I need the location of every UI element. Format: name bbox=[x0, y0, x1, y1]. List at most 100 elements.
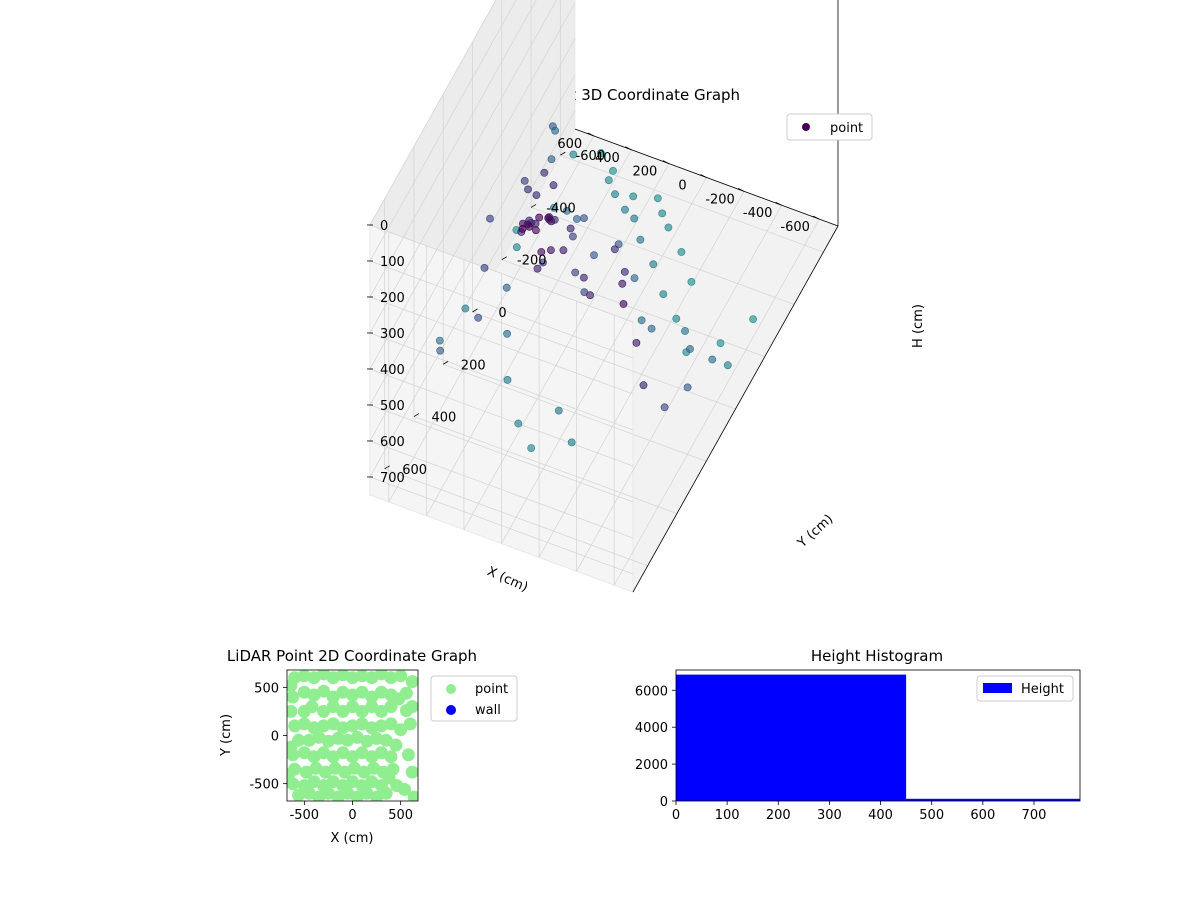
chart-2d-title: LiDAR Point 2D Coordinate Graph bbox=[227, 647, 477, 665]
data-point-2d bbox=[401, 748, 415, 762]
chart-histogram: Height Histogram 0 100 200 300 400 500 600 700 0… bbox=[635, 647, 1081, 823]
data-point-3d bbox=[503, 375, 512, 384]
data-point-3d bbox=[659, 290, 668, 298]
data-point-2d bbox=[394, 670, 408, 683]
data-point-3d bbox=[571, 268, 580, 277]
z-tick-label: 700 bbox=[380, 471, 405, 486]
chart-2d-legend-marker-point bbox=[446, 684, 456, 694]
data-point-3d bbox=[610, 245, 619, 254]
z-tick-label: 0 bbox=[380, 219, 388, 234]
x-tick-label: 600 bbox=[970, 808, 995, 823]
data-point-3d bbox=[547, 246, 555, 254]
data-point-2d bbox=[405, 675, 418, 689]
chart-2d-legend-label-point: point bbox=[475, 682, 508, 697]
data-point-3d bbox=[550, 203, 558, 212]
data-point-2d bbox=[374, 704, 388, 718]
chart-3d-xlabel: X (cm) bbox=[485, 564, 530, 595]
chart-2d-legend: point wall bbox=[430, 675, 518, 722]
data-point-3d bbox=[637, 316, 646, 325]
histogram-bar bbox=[676, 674, 907, 801]
data-point-2d bbox=[379, 786, 393, 800]
data-point-2d bbox=[317, 684, 331, 698]
data-point-2d bbox=[355, 685, 369, 699]
y-tick-label: -500 bbox=[249, 778, 279, 793]
data-point-2d bbox=[384, 700, 398, 714]
data-point-3d bbox=[559, 246, 568, 255]
data-point-3d bbox=[639, 381, 648, 390]
data-point-3d bbox=[567, 438, 576, 447]
data-point-3d bbox=[518, 224, 527, 233]
data-point-2d bbox=[287, 690, 300, 704]
data-point-3d bbox=[573, 215, 581, 223]
data-point-3d bbox=[580, 214, 588, 222]
data-point-3d bbox=[502, 283, 511, 292]
grid-h-left bbox=[369, 332, 634, 431]
histogram-frame bbox=[675, 669, 1081, 802]
data-point-3d bbox=[716, 339, 725, 347]
data-point-3d bbox=[435, 336, 444, 345]
data-point-3d bbox=[436, 346, 445, 355]
y-tick bbox=[472, 308, 478, 313]
x-tick bbox=[775, 201, 782, 206]
data-point-3d bbox=[723, 361, 732, 370]
data-point-3d bbox=[569, 232, 577, 241]
data-point-3d bbox=[611, 190, 619, 199]
y-tick bbox=[501, 256, 507, 261]
data-point-2d bbox=[399, 686, 413, 700]
data-point-3d bbox=[512, 243, 521, 252]
grid-y-floor bbox=[384, 468, 648, 567]
data-point-3d bbox=[686, 345, 694, 353]
data-point-3d bbox=[630, 214, 639, 223]
data-point-2d bbox=[336, 704, 350, 718]
grid-h-right bbox=[369, 2, 576, 370]
grid-y-floor bbox=[560, 154, 824, 253]
data-point-2d bbox=[355, 670, 369, 683]
x-tick bbox=[662, 160, 670, 164]
x-tick-label: 600 bbox=[557, 137, 582, 152]
data-point-3d bbox=[636, 235, 645, 244]
z-tick-label: 100 bbox=[380, 255, 405, 270]
data-point-3d bbox=[566, 224, 575, 233]
grid-h-right bbox=[369, 0, 537, 298]
data-point-3d bbox=[580, 273, 588, 282]
data-point-2d bbox=[405, 700, 418, 714]
x-tick-label: 200 bbox=[766, 808, 791, 823]
data-point-3d bbox=[660, 403, 669, 412]
data-point-3d bbox=[532, 226, 540, 235]
histogram-bar bbox=[906, 798, 1080, 801]
data-point-3d bbox=[532, 191, 541, 199]
x-tick-label: 0 bbox=[678, 178, 686, 193]
data-point-3d bbox=[658, 209, 667, 218]
data-point-3d bbox=[672, 314, 681, 323]
data-point-3d bbox=[514, 419, 523, 428]
z-tick-label: 300 bbox=[380, 327, 405, 342]
data-point-2d bbox=[326, 690, 340, 704]
histogram-title: Height Histogram bbox=[811, 647, 943, 665]
y-tick-label: 400 bbox=[432, 411, 457, 426]
chart-2d-legend-label-wall: wall bbox=[475, 703, 501, 718]
data-point-3d bbox=[554, 406, 563, 415]
histogram-legend-box bbox=[976, 675, 1074, 702]
data-point-3d bbox=[647, 324, 656, 333]
y-tick-label: 6000 bbox=[635, 684, 668, 699]
z-tick-label: 500 bbox=[380, 399, 405, 414]
data-point-3d bbox=[619, 300, 628, 308]
data-point-3d bbox=[535, 213, 544, 222]
y-tick-label: 600 bbox=[402, 463, 427, 478]
y-tick bbox=[560, 151, 566, 156]
data-point-2d bbox=[346, 700, 359, 714]
data-point-3d bbox=[681, 327, 689, 335]
data-point-3d bbox=[549, 181, 558, 190]
grid-h-left bbox=[369, 404, 634, 503]
data-point-3d bbox=[597, 149, 605, 157]
grid-y-floor bbox=[472, 311, 736, 410]
data-point-3d bbox=[708, 355, 717, 364]
x-tick-label: 300 bbox=[817, 808, 842, 823]
data-point-3d bbox=[618, 279, 627, 288]
data-point-3d bbox=[621, 205, 629, 214]
data-point-3d bbox=[474, 313, 483, 322]
data-point-3d bbox=[524, 185, 532, 194]
x-tick bbox=[700, 174, 707, 178]
data-point-3d bbox=[632, 338, 641, 347]
y-tick-label: 200 bbox=[461, 358, 486, 373]
